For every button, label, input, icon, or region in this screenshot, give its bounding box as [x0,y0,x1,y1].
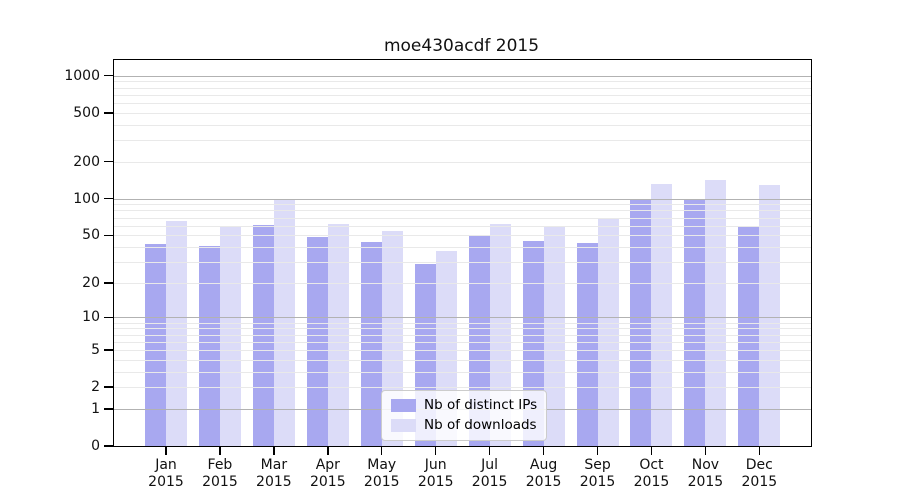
y-axis-tick [104,112,113,114]
bar-feb-distinct-ips [198,245,220,446]
minor-gridline [114,282,811,284]
x-axis-tick [273,447,275,455]
y-axis-tick-label: 20 [82,274,100,291]
minor-gridline [114,246,811,248]
chart-title: moe430acdf 2015 [383,36,540,56]
minor-gridline [114,210,811,212]
bar-dec-downloads [759,185,781,446]
grid-layer [114,60,811,446]
minor-gridline [114,261,811,263]
x-axis-tick-label: Jan 2015 [148,457,184,490]
x-axis-tick [650,447,653,455]
x-axis-tick [758,447,761,455]
x-axis-tick [704,447,707,455]
y-axis-tick [104,234,113,236]
x-axis-tick-label: Aug 2015 [525,457,562,490]
y-axis-tick [104,445,113,447]
x-axis-tick-label: Feb 2015 [202,457,238,490]
bar-nov-distinct-ips [684,198,706,446]
x-axis-tick-label: Dec 2015 [741,457,778,490]
minor-gridline [114,225,811,227]
minor-gridline [114,328,811,330]
minor-gridline [114,81,811,83]
minor-gridline [114,217,811,219]
minor-gridline [114,334,811,336]
x-axis-tick-label: Jul 2015 [471,457,508,490]
minor-gridline [114,94,811,96]
y-axis-tick-label: 2 [91,379,100,396]
y-axis-tick [104,75,113,77]
plot-area: 0 1 2 5 10 20 50 100 200 500 1000 Jan 2015 Feb 2015 M… [64,59,812,490]
major-gridline [114,75,811,77]
y-axis-tick [104,349,113,351]
minor-gridline [114,349,811,351]
legend-label-downloads: Nb of downloads [424,417,537,433]
x-axis-tick-label: Apr 2015 [309,457,346,490]
x-axis-tick-label: Jun 2015 [417,457,454,490]
bar-dec-distinct-ips [738,226,760,446]
y-axis-tick-label: 500 [73,104,100,121]
bar-oct-downloads [651,184,673,446]
bar-sep-distinct-ips [576,243,598,446]
major-gridline [114,317,811,319]
bar-jan-distinct-ips [145,244,166,446]
minor-gridline [114,112,811,114]
y-axis-tick-label: 50 [82,227,100,244]
legend: Nb of distinct IPs Nb of downloads [381,390,547,441]
minor-gridline [114,124,811,126]
bar-oct-distinct-ips [630,198,652,446]
y-axis-tick-label: 1000 [64,67,100,84]
y-axis-tick [104,386,113,388]
x-axis-tick [327,447,329,455]
x-axis-tick-label: Nov 2015 [687,457,724,490]
minor-gridline [114,235,811,237]
legend-item-distinct-ips: Nb of distinct IPs [391,397,537,413]
y-axis-tick-label: 1 [91,400,100,417]
minor-gridline [114,103,811,105]
x-axis-tick-label: Oct 2015 [633,457,670,490]
x-axis-tick [435,447,437,455]
y-axis-tick-label: 10 [82,309,100,326]
major-gridline [114,198,811,200]
minor-gridline [114,204,811,206]
bar-aug-downloads [543,226,565,446]
x-axis-tick [542,447,545,455]
x-axis-tick [381,447,383,455]
legend-item-downloads: Nb of downloads [391,417,537,433]
x-axis-tick [165,447,167,455]
x-axis-tick [219,447,221,455]
y-axis-tick [104,161,113,163]
legend-label-distinct-ips: Nb of distinct IPs [424,397,538,413]
minor-gridline [114,371,811,373]
x-axis-tick [488,447,491,455]
bar-feb-downloads [219,227,241,446]
minor-gridline [114,161,811,163]
y-axis-tick-label: 5 [91,341,100,358]
bar-may-distinct-ips [360,241,382,446]
x-axis-tick [596,447,599,455]
minor-gridline [114,322,811,324]
axis-layer: 0 1 2 5 10 20 50 100 200 500 1000 Jan 2015 Feb 2015 M… [64,60,811,490]
minor-gridline [114,87,811,89]
minor-gridline [114,359,811,361]
legend-swatch-distinct-ips [391,398,416,412]
legend-swatch-downloads [391,418,416,432]
x-axis-tick-label: Mar 2015 [256,457,292,490]
minor-gridline [114,387,811,389]
y-axis-tick [104,316,113,319]
bar-jan-downloads [166,220,187,446]
y-axis-tick-label: 100 [73,190,100,207]
minor-gridline [114,341,811,343]
x-axis-tick-label: Sep 2015 [579,457,616,490]
x-axis-tick-label: May 2015 [363,457,400,490]
minor-gridline [114,140,811,142]
y-axis-tick [104,408,113,410]
bar-nov-downloads [705,180,727,446]
y-axis-tick [104,197,113,200]
y-axis-tick-label: 0 [91,438,100,454]
y-axis-tick [104,282,113,284]
bar-sep-downloads [597,218,619,446]
y-axis-tick-label: 200 [73,153,100,170]
